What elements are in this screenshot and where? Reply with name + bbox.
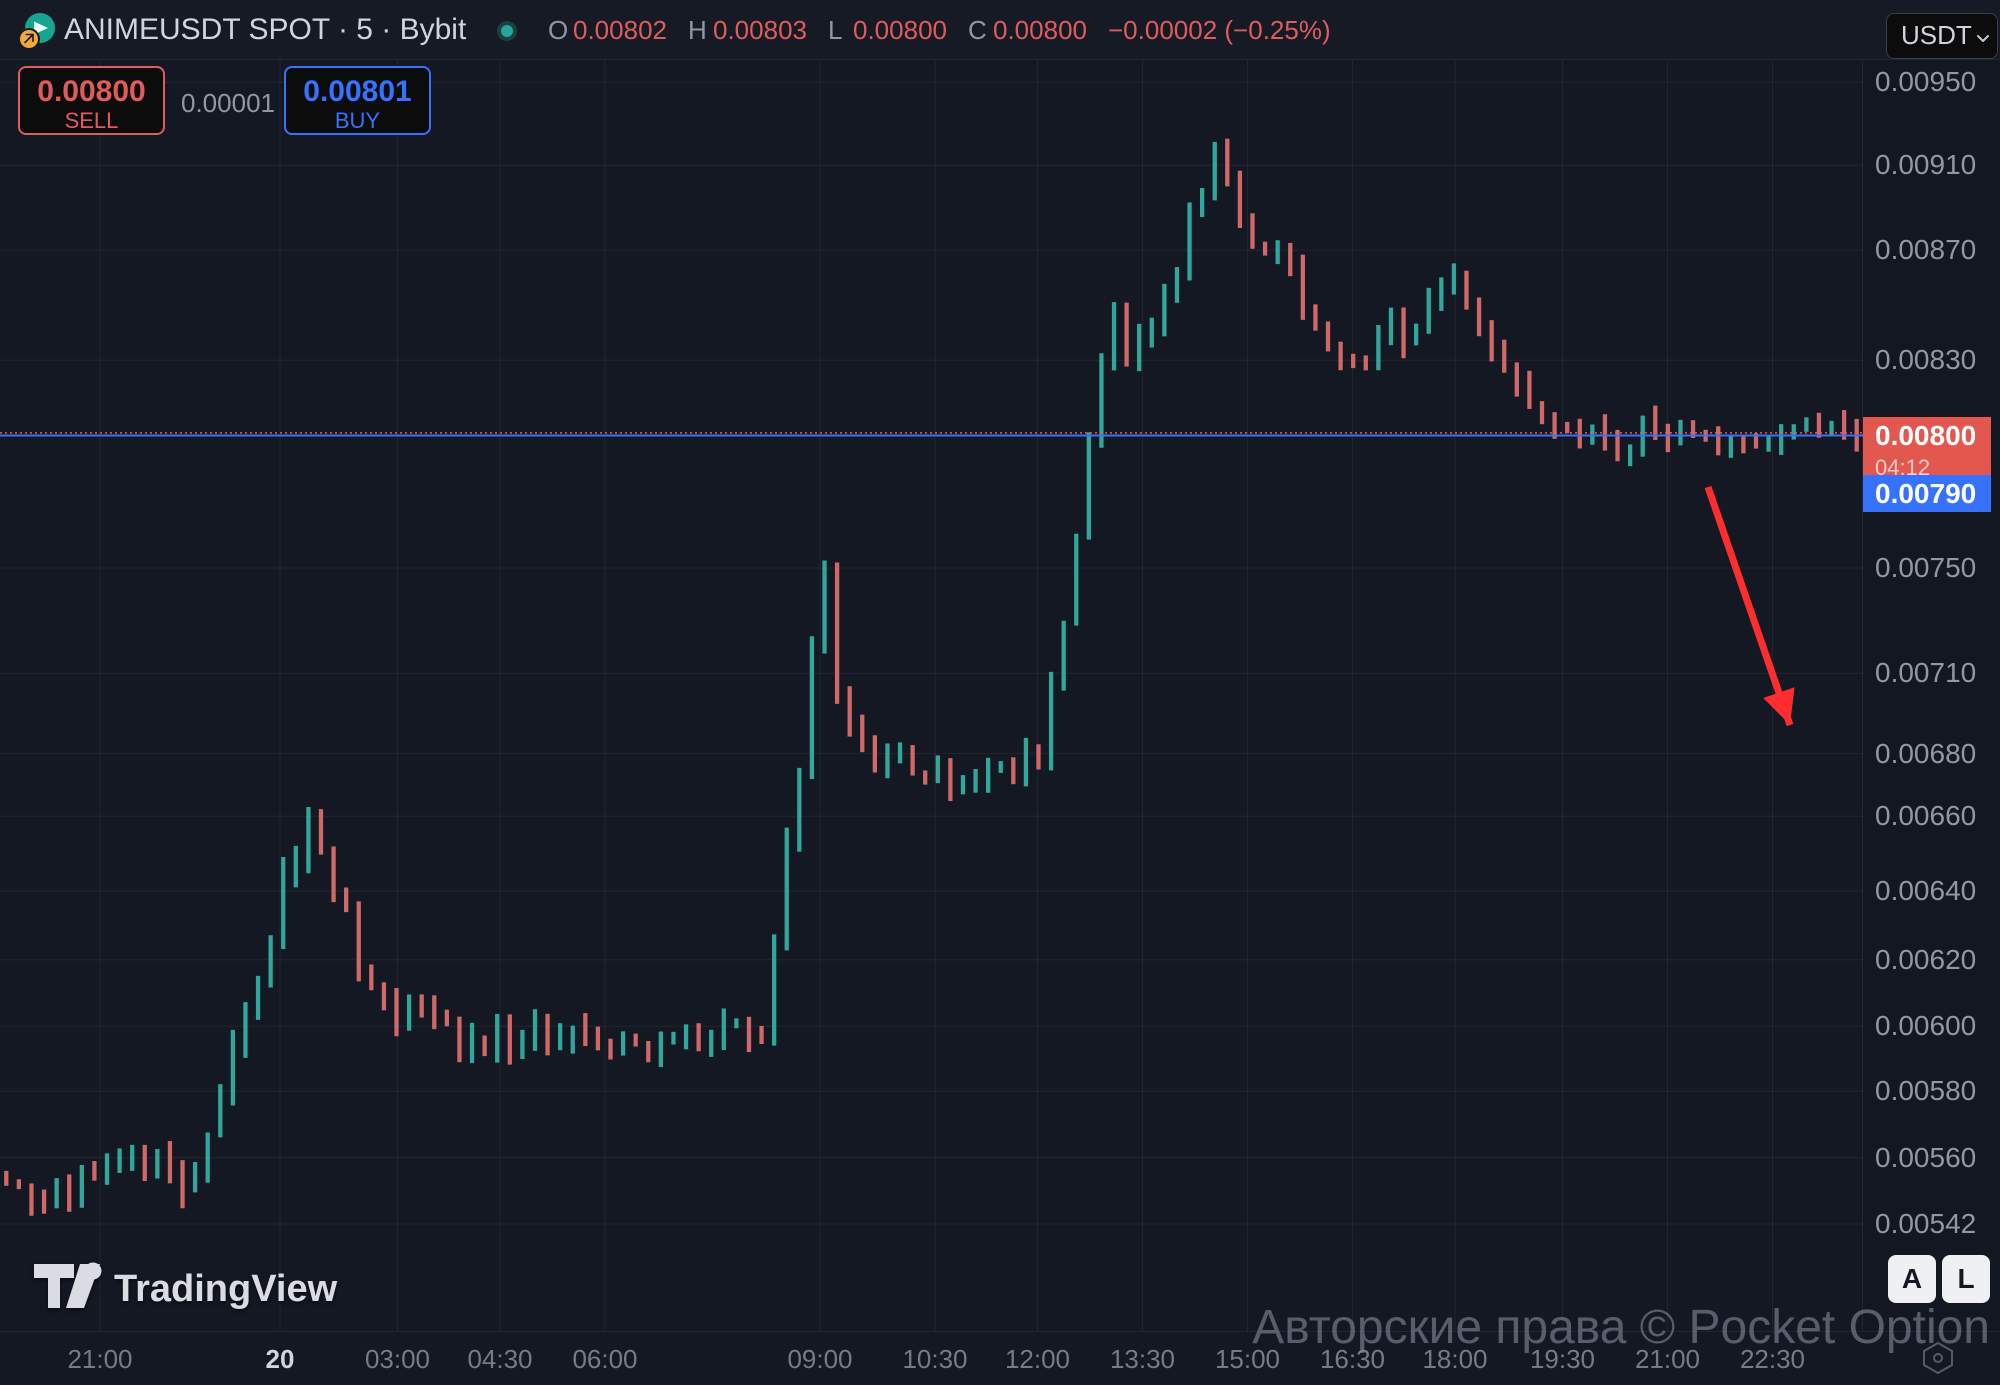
svg-text:TradingView: TradingView <box>114 1268 338 1310</box>
